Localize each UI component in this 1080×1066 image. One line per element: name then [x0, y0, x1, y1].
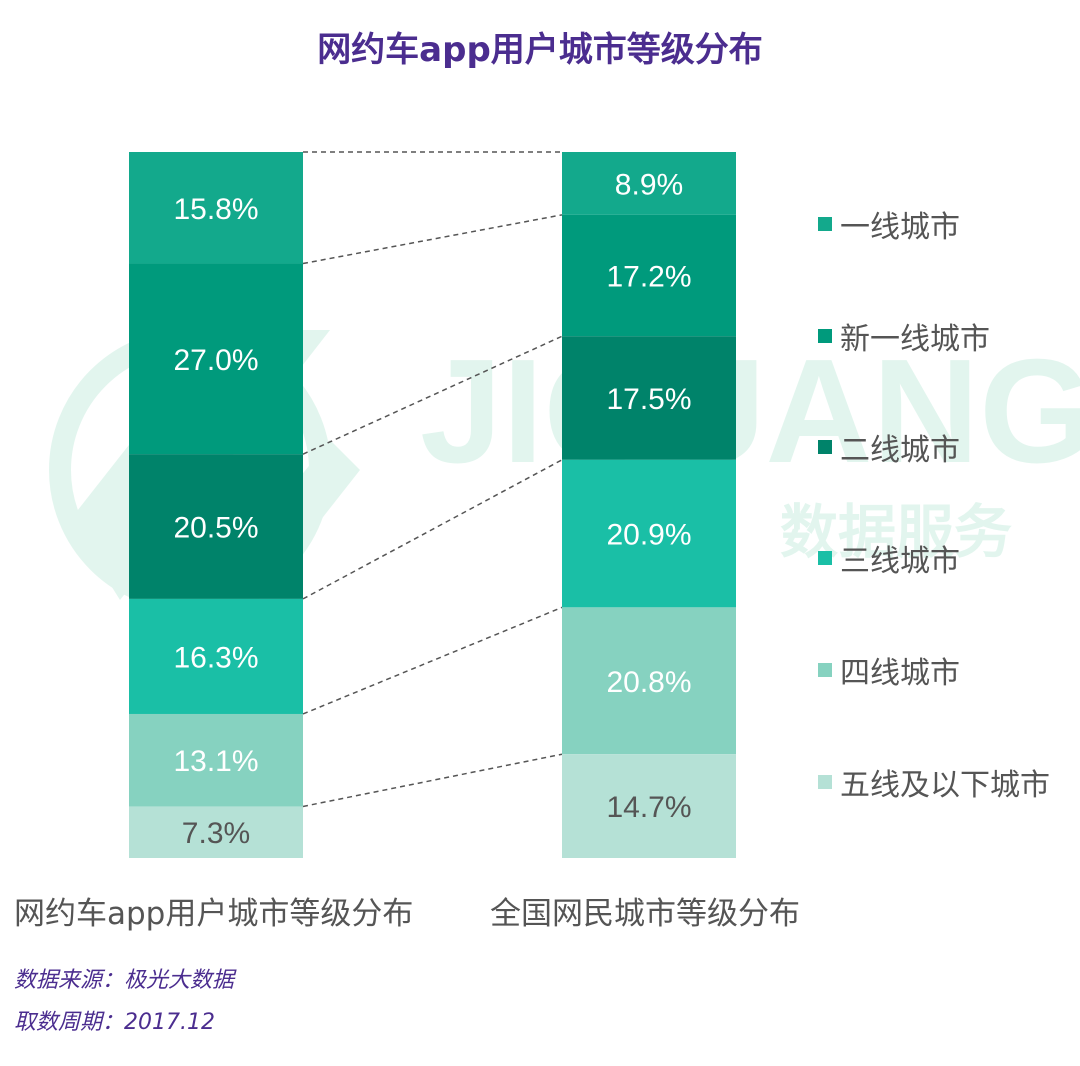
data-label-national-tier1: 8.9% — [615, 168, 683, 201]
connector-lines — [302, 151, 563, 808]
legend-item-tier4: 四线城市 — [818, 650, 960, 691]
bar-segment-app-tier4 — [129, 713, 303, 807]
legend-label: 一线城市 — [840, 210, 960, 245]
data-label-app-tier5-below: 7.3% — [182, 817, 250, 850]
connector-line — [302, 606, 563, 715]
data-label-app-new-tier1: 27.0% — [173, 344, 258, 377]
legend-item-tier1: 一线城市 — [818, 204, 960, 245]
connector-line — [302, 459, 563, 600]
bar-segment-app-new-tier1 — [129, 263, 303, 455]
bar-segment-national-new-tier1 — [562, 214, 736, 337]
data-source-note: 数据来源：极光大数据 — [14, 968, 235, 993]
bar-segment-app-tier5-below — [129, 806, 303, 858]
legend-label: 五线及以下城市 — [840, 768, 1050, 803]
bar-caption-app-users: 网约车app用户城市等级分布 — [14, 896, 414, 932]
legend-item-new-tier1: 新一线城市 — [818, 316, 990, 357]
legend-item-tier3: 三线城市 — [818, 538, 960, 579]
legend-swatch — [818, 440, 832, 454]
data-label-national-tier4: 20.8% — [606, 666, 691, 699]
legend-swatch — [818, 329, 832, 343]
chart-title: 网约车app用户城市等级分布 — [317, 30, 763, 70]
watermark-latin: JIGUANG — [420, 329, 1080, 494]
data-label-national-tier2: 17.5% — [606, 383, 691, 416]
connector-line — [302, 214, 563, 265]
data-period-note: 取数周期：2017.12 — [14, 1010, 215, 1035]
connector-line — [302, 335, 563, 455]
bar-segment-app-tier2 — [129, 454, 303, 599]
legend-swatch — [818, 775, 832, 789]
legend-item-tier2: 二线城市 — [818, 427, 960, 468]
data-label-app-tier4: 13.1% — [173, 745, 258, 778]
legend-swatch — [818, 551, 832, 565]
legend-label: 三线城市 — [840, 544, 960, 579]
legend-label: 二线城市 — [840, 433, 960, 468]
legend-item-tier5-below: 五线及以下城市 — [818, 762, 1050, 803]
bar-segment-app-tier1 — [129, 152, 303, 264]
stacked-bars: 15.8% 27.0% 20.5% 16.3% 13.1% 7.3% 8.9% 17.2% 17… — [129, 152, 736, 858]
data-label-app-tier1: 15.8% — [173, 193, 258, 226]
bar-segment-national-tier1 — [562, 152, 736, 215]
bar-segment-national-tier3 — [562, 459, 736, 608]
data-label-national-tier5-below: 14.7% — [606, 791, 691, 824]
data-label-app-tier2: 20.5% — [173, 512, 258, 545]
legend-swatch — [818, 663, 832, 677]
bar-segment-app-tier3 — [129, 598, 303, 714]
data-label-app-tier3: 16.3% — [173, 641, 258, 674]
bar-caption-national-users: 全国网民城市等级分布 — [490, 896, 800, 932]
bar-segment-national-tier5-below — [562, 754, 736, 858]
legend-label: 四线城市 — [840, 656, 960, 691]
bar-segment-national-tier4 — [562, 607, 736, 755]
data-label-national-new-tier1: 17.2% — [606, 261, 691, 294]
legend-swatch — [818, 217, 832, 231]
legend-label: 新一线城市 — [840, 322, 990, 357]
data-label-national-tier3: 20.9% — [606, 519, 691, 552]
bar-segment-national-tier2 — [562, 336, 736, 460]
connector-line — [302, 753, 563, 808]
